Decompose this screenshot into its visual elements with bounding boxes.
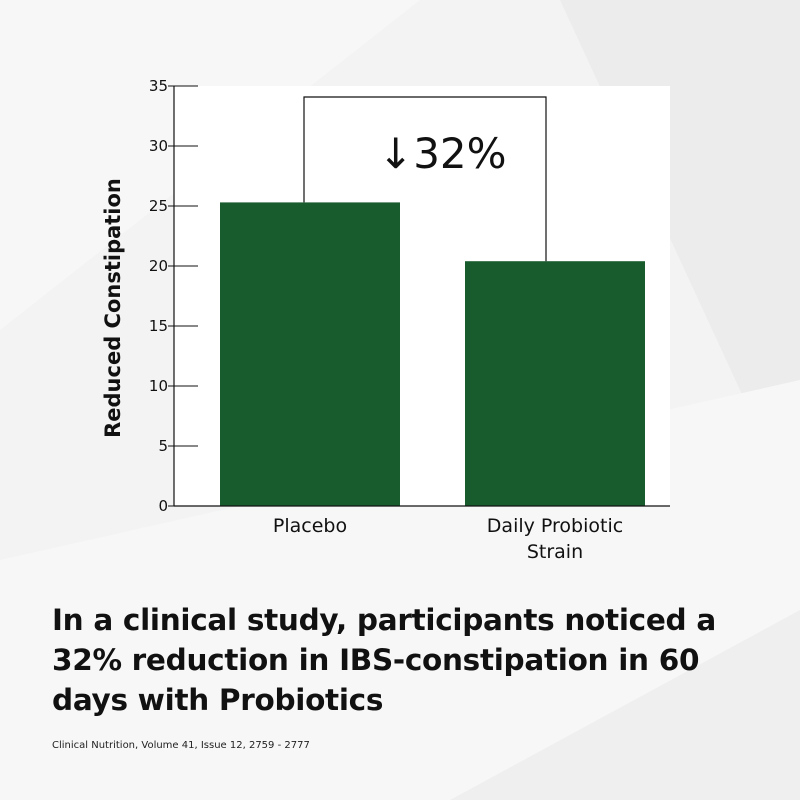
headline: In a clinical study, participants notice… — [52, 603, 716, 717]
category-label-line: Strain — [527, 541, 583, 563]
y-tick-label: 10 — [149, 377, 168, 395]
category-label: Placebo — [273, 515, 347, 537]
y-tick-label: 5 — [158, 437, 168, 455]
bar-chart: 0 5 10 15 20 25 30 35 Placebo Daily Probiotic Str… — [101, 77, 670, 563]
comparison-bracket — [303, 96, 547, 262]
y-tick-label: 0 — [158, 497, 168, 515]
category-label-line: Placebo — [273, 515, 347, 537]
down-arrow-icon: ↓ — [378, 129, 413, 178]
y-tick-label: 25 — [149, 197, 168, 215]
reduction-percent: 32% — [413, 129, 506, 178]
y-axis-label: Reduced Constipation — [101, 178, 125, 438]
bar — [465, 261, 645, 506]
y-tick-label: 15 — [149, 317, 168, 335]
y-tick-label: 30 — [149, 137, 168, 155]
category-label: Daily Probiotic Strain — [487, 515, 623, 563]
bar — [220, 202, 400, 506]
y-tick-label: 20 — [149, 257, 168, 275]
y-tick-label: 35 — [149, 77, 168, 95]
reduction-annotation: ↓32% — [378, 129, 507, 178]
category-label-line: Daily Probiotic — [487, 515, 623, 537]
citation: Clinical Nutrition, Volume 41, Issue 12,… — [52, 740, 310, 751]
